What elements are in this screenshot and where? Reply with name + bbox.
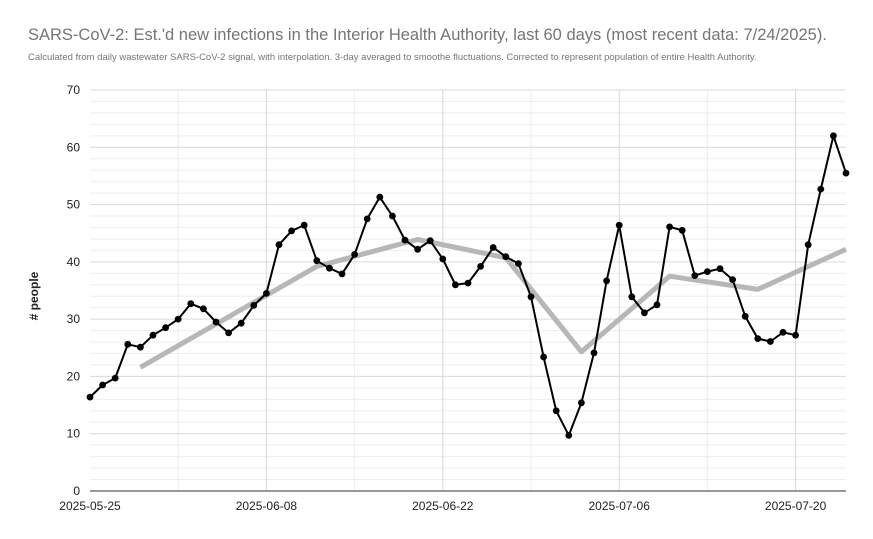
- major-gridlines: [90, 89, 846, 491]
- daily-point: [628, 293, 636, 301]
- chart-title: SARS-CoV-2: Est.'d new infections in the…: [28, 26, 827, 44]
- daily-point: [200, 305, 207, 313]
- daily-point: [540, 353, 547, 361]
- daily-point: [162, 324, 170, 332]
- daily-point: [124, 340, 132, 348]
- daily-point: [527, 293, 535, 301]
- daily-point: [842, 169, 850, 177]
- daily-point: [615, 221, 623, 229]
- series-layer: [86, 132, 850, 439]
- y-tick-label: 20: [67, 369, 81, 383]
- daily-point: [515, 260, 522, 267]
- daily-point: [401, 236, 409, 244]
- daily-point: [641, 309, 648, 317]
- minor-gridlines: [90, 90, 846, 491]
- x-tick-label: 2025-06-22: [412, 499, 474, 513]
- x-tick-label: 2025-05-25: [59, 499, 121, 513]
- chart-subtitle: Calculated from daily wastewater SARS-Co…: [28, 52, 757, 63]
- daily-point: [464, 279, 472, 287]
- daily-point: [578, 399, 585, 407]
- daily-point: [363, 215, 371, 223]
- daily-point: [792, 331, 799, 339]
- daily-point: [678, 226, 686, 234]
- daily-point: [275, 241, 283, 249]
- daily-point: [439, 255, 447, 263]
- daily-point: [212, 318, 220, 326]
- daily-point: [830, 132, 837, 140]
- daily-point: [741, 312, 749, 320]
- daily-point: [552, 407, 560, 415]
- daily-point: [779, 328, 787, 336]
- daily-point: [590, 349, 598, 357]
- y-tick-label: 30: [67, 312, 81, 326]
- daily-point: [767, 338, 774, 345]
- y-tick-label: 70: [67, 83, 81, 97]
- y-tick-label: 50: [67, 198, 81, 212]
- daily-point: [99, 381, 106, 389]
- daily-point: [603, 277, 610, 285]
- trend-series-line: [139, 237, 848, 370]
- y-tick-label: 10: [67, 427, 81, 441]
- daily-point: [489, 244, 497, 251]
- x-tick-label: 2025-07-06: [589, 499, 651, 513]
- daily-point: [225, 329, 233, 337]
- daily-point: [187, 300, 195, 308]
- daily-point: [804, 241, 812, 249]
- x-tick-label: 2025-07-20: [765, 499, 827, 513]
- daily-point: [653, 301, 661, 309]
- daily-point: [729, 276, 736, 283]
- daily-point: [86, 393, 94, 401]
- daily-point: [326, 264, 333, 272]
- y-tick-label: 60: [67, 140, 81, 154]
- y-tick-label: 0: [73, 484, 80, 498]
- daily-point: [288, 227, 295, 235]
- daily-point: [174, 315, 182, 323]
- daily-point: [502, 253, 510, 261]
- x-axis-ticks: 2025-05-25 2025-06-08 2025-06-22 2025-07-06…: [59, 499, 826, 513]
- daily-point: [704, 268, 711, 275]
- daily-point: [414, 245, 421, 253]
- y-axis-ticks: 0 10 20 30 40 50 60 70: [67, 83, 81, 498]
- daily-point: [149, 331, 157, 339]
- daily-point: [351, 251, 358, 258]
- daily-point: [477, 263, 484, 270]
- daily-point: [237, 319, 245, 327]
- y-tick-label: 40: [67, 255, 81, 269]
- daily-point: [300, 221, 308, 229]
- y-axis-label: # people: [27, 271, 41, 320]
- daily-point: [691, 272, 699, 279]
- daily-point: [716, 265, 724, 273]
- daily-point: [376, 193, 384, 201]
- daily-point: [338, 270, 346, 278]
- daily-point: [426, 237, 434, 245]
- daily-point: [313, 257, 321, 265]
- daily-point: [452, 281, 459, 289]
- daily-point: [389, 212, 396, 220]
- daily-point: [263, 290, 270, 297]
- daily-point: [666, 223, 673, 231]
- daily-point: [565, 432, 573, 439]
- daily-point: [754, 335, 762, 342]
- x-tick-label: 2025-06-08: [236, 499, 298, 513]
- daily-point: [817, 185, 825, 193]
- daily-point: [111, 374, 119, 382]
- daily-point: [250, 302, 258, 309]
- daily-point: [137, 343, 144, 351]
